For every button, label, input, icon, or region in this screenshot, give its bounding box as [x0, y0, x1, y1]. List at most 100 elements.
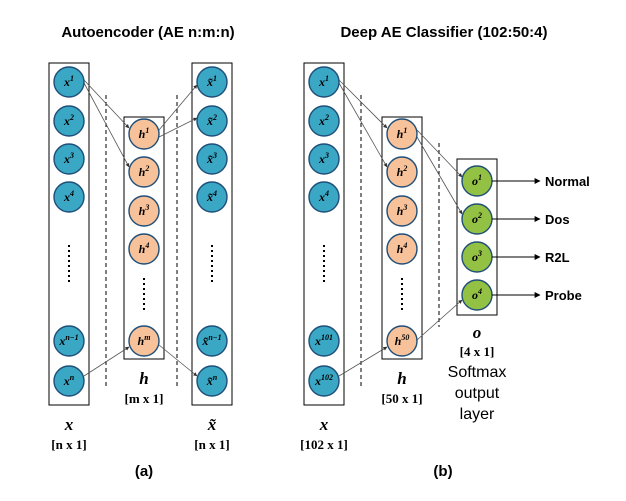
left-output-node-index: 2 — [212, 113, 217, 122]
left-input-node-index: 2 — [69, 113, 74, 122]
right-hidden-node-label: h3 — [397, 203, 408, 218]
left-hidden-column — [123, 116, 165, 360]
left-hidden-ellipsis — [143, 278, 145, 310]
left-input-node-index: 1 — [70, 74, 74, 83]
right-input-node — [308, 325, 340, 357]
right-input-node — [308, 105, 340, 137]
left-output-node — [196, 365, 228, 397]
left-output-node — [196, 325, 228, 357]
right-output-node-symbol: o — [472, 250, 478, 264]
left-output-node-index: 1 — [213, 74, 217, 83]
left-input-column — [48, 62, 90, 406]
right-input-node-symbol: x — [314, 334, 321, 348]
left-hidden-node-index: 2 — [144, 164, 149, 173]
left-hidden-node — [128, 156, 160, 188]
left-hidden-dim: [m x 1] — [125, 391, 164, 406]
left-input-node-label: x3 — [63, 151, 74, 166]
left-hidden-node-label: h4 — [139, 241, 150, 256]
left-hidden-node — [128, 195, 160, 227]
left-connection-edge — [83, 82, 130, 168]
right-input-node-label: x102 — [314, 373, 333, 388]
left-connection-edge — [158, 84, 198, 131]
right-output-node-label: o4 — [472, 287, 482, 302]
class-label-r2l: R2L — [545, 250, 570, 265]
left-output-node-label: x̃2 — [206, 113, 217, 128]
right-input-ellipsis — [323, 245, 325, 282]
right-output-dim: [4 x 1] — [460, 344, 495, 359]
right-connection-edge — [416, 136, 463, 215]
right-class-arrows: Normal Dos R2L Probe — [492, 174, 590, 303]
right-input-node-label: x2 — [318, 113, 329, 128]
right-hidden-node — [386, 325, 418, 357]
right-hidden-node-index: 2 — [402, 164, 407, 173]
right-input-node-index: 101 — [321, 333, 333, 342]
left-input-node — [53, 66, 85, 98]
right-hidden-node-symbol: h — [395, 334, 402, 348]
right-hidden-node-index: 3 — [402, 203, 407, 212]
right-connection-edge — [416, 299, 463, 341]
right-connection-edge — [338, 82, 388, 168]
caption-a: (a) — [135, 463, 153, 480]
right-input-node-label: x1 — [318, 74, 329, 89]
right-output-node-symbol: o — [472, 288, 478, 302]
right-output-node-symbol: o — [472, 174, 478, 188]
right-hidden-node-label: h1 — [397, 126, 408, 141]
left-input-node-index: 3 — [69, 151, 74, 160]
title-autoencoder: Autoencoder (AE n:m:n) — [61, 24, 234, 41]
left-output-column — [191, 62, 233, 406]
right-hidden-node-index: 4 — [402, 241, 407, 250]
right-input-node-index: 1 — [325, 74, 329, 83]
right-input-node — [308, 143, 340, 175]
left-output-node-label: x̃n — [206, 373, 218, 388]
left-output-node — [196, 66, 228, 98]
left-hidden-node — [128, 118, 160, 150]
left-input-node-index: 4 — [69, 189, 74, 198]
softmax-line-2: output — [455, 385, 500, 402]
right-hidden-node-index: 50 — [401, 333, 409, 342]
left-input-node-label: x4 — [63, 189, 74, 204]
left-output-label: x̃ — [207, 415, 217, 434]
class-label-probe: Probe — [545, 288, 582, 303]
right-input-node-index: 2 — [324, 113, 329, 122]
left-input-node-symbol: x — [63, 75, 70, 89]
left-input-node-symbol: x — [63, 190, 70, 204]
left-output-node-label: x̃n−1 — [201, 333, 221, 348]
left-hidden-node-label: h1 — [139, 126, 150, 141]
left-output-node-index: n−1 — [208, 333, 221, 342]
right-hidden-node-index: 1 — [403, 126, 407, 135]
right-input-node-label: x3 — [318, 151, 329, 166]
left-output-node-symbol: x̃ — [206, 152, 213, 166]
left-output-node — [196, 181, 228, 213]
left-output-nodes: x̃1x̃2x̃3x̃4x̃n−1x̃n — [196, 66, 228, 397]
right-input-node-symbol: x — [318, 190, 325, 204]
left-input-node — [53, 143, 85, 175]
right-output-node-symbol: o — [472, 212, 478, 226]
left-connections — [83, 79, 198, 377]
right-connection-edge — [338, 79, 388, 129]
left-hidden-node-symbol: h — [139, 204, 146, 218]
left-hidden-node-index: 3 — [144, 203, 149, 212]
right-input-node-index: 4 — [324, 189, 329, 198]
right-hidden-node-symbol: h — [397, 127, 404, 141]
right-input-node — [308, 181, 340, 213]
left-output-node — [196, 105, 228, 137]
right-hidden-node — [386, 233, 418, 265]
left-output-node-label: x̃4 — [206, 189, 217, 204]
right-hidden-column — [381, 116, 423, 360]
right-output-node-index: 1 — [478, 173, 482, 182]
left-output-node-symbol: x̃ — [206, 374, 213, 388]
right-output-node-index: 3 — [477, 249, 482, 258]
right-hidden-node-symbol: h — [397, 242, 404, 256]
right-connection-edge — [416, 129, 463, 178]
left-output-node-symbol: x̃ — [206, 190, 213, 204]
class-label-dos: Dos — [545, 212, 570, 227]
softmax-line-3: layer — [460, 406, 495, 423]
right-output-label: o — [473, 323, 482, 342]
left-input-node — [53, 181, 85, 213]
left-input-node-symbol: x — [63, 374, 70, 388]
right-hidden-node — [386, 195, 418, 227]
